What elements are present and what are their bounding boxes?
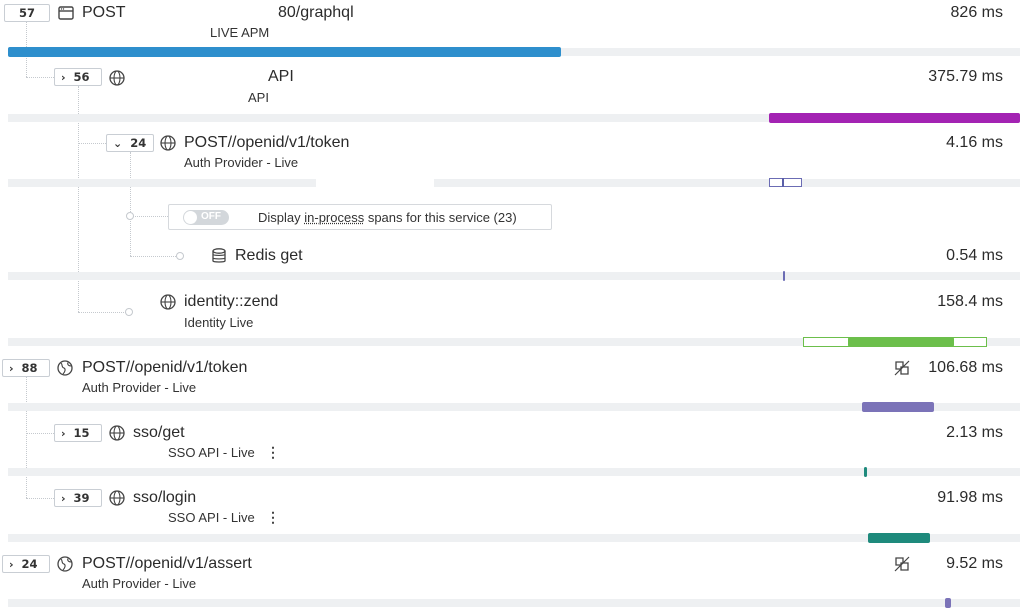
expand-span-button[interactable]: › 56: [54, 68, 102, 86]
remote-link-icon[interactable]: [893, 555, 911, 573]
span-name[interactable]: API: [268, 68, 294, 85]
globe-icon: [109, 490, 125, 506]
tree-line: [26, 433, 54, 434]
in-process-toggle[interactable]: OFF: [183, 210, 229, 225]
tree-line: [26, 498, 54, 499]
in-process-label: Display in-process spans for this servic…: [258, 210, 517, 225]
span-service: SSO API - Live: [168, 510, 255, 525]
span-duration: 158.4 ms: [937, 293, 1003, 310]
span-timeline-track: [8, 468, 1020, 476]
span-duration-bar[interactable]: [864, 467, 867, 477]
span-count: 24: [130, 136, 147, 150]
span-timeline-track: [8, 114, 1020, 122]
span-service: SSO API - Live: [168, 445, 255, 460]
span-name[interactable]: sso/get: [133, 424, 185, 441]
tree-line: [78, 312, 128, 313]
span-duration-bar[interactable]: [769, 113, 1020, 123]
span-self-time-marker: [782, 178, 784, 187]
globe-icon: [160, 294, 176, 310]
in-process-toggle-panel: OFF Display in-process spans for this se…: [168, 204, 552, 230]
span-service: Auth Provider - Live: [184, 155, 299, 170]
span-count: 39: [73, 491, 90, 505]
span-count: 88: [21, 361, 38, 375]
tree-line: [26, 77, 54, 78]
span-duration: 9.52 ms: [946, 555, 1003, 572]
span-name-method[interactable]: POST: [82, 4, 126, 21]
span-duration-bar[interactable]: [769, 178, 802, 187]
span-name-path[interactable]: 80/graphql: [278, 4, 354, 21]
span-duration-bar[interactable]: [862, 402, 934, 412]
span-count: 15: [73, 426, 90, 440]
chevron-down-icon: ⌄: [113, 136, 123, 150]
span-service: API: [248, 90, 269, 105]
span-timeline-track: [8, 179, 1020, 187]
tree-line: [78, 143, 106, 144]
chevron-right-icon: ›: [9, 361, 14, 375]
expand-span-button[interactable]: › 15: [54, 424, 102, 442]
span-service: LIVE APM: [210, 25, 270, 40]
span-timeline-track: [8, 403, 1020, 411]
chevron-right-icon: ›: [61, 70, 66, 84]
globe-icon: [109, 70, 125, 86]
span-count: 56: [73, 70, 90, 84]
span-duration: 2.13 ms: [946, 424, 1003, 441]
span-timeline-track: [8, 272, 1020, 280]
span-service: Auth Provider - Live: [82, 576, 197, 591]
expand-span-button[interactable]: › 88: [2, 359, 50, 377]
span-timeline-track: [8, 534, 1020, 542]
globe-alt-icon: [57, 360, 73, 376]
span-duration-bar[interactable]: [783, 271, 785, 281]
more-options-icon[interactable]: ⋮: [266, 509, 280, 525]
span-duration-bar[interactable]: [945, 598, 951, 608]
span-self-time-bar: [848, 337, 954, 347]
toggle-state: OFF: [201, 211, 221, 222]
span-duration: 0.54 ms: [946, 247, 1003, 264]
track-gap: [316, 179, 434, 187]
span-service: Identity Live: [184, 315, 254, 330]
span-name[interactable]: POST//openid/v1/token: [82, 359, 248, 376]
span-duration-bar[interactable]: [8, 47, 561, 57]
remote-link-icon[interactable]: [893, 359, 911, 377]
chevron-right-icon: ›: [61, 426, 66, 440]
window-icon: [58, 6, 74, 20]
span-duration: 375.79 ms: [928, 68, 1003, 85]
collapse-span-button[interactable]: ⌄ 24: [106, 134, 154, 152]
span-duration: 826 ms: [950, 4, 1003, 21]
tree-line: [130, 152, 131, 256]
tree-line: [130, 256, 178, 257]
span-duration: 4.16 ms: [946, 134, 1003, 151]
more-options-icon[interactable]: ⋮: [266, 444, 280, 460]
tree-node: [126, 212, 134, 220]
span-name[interactable]: POST//openid/v1/token: [184, 134, 350, 151]
span-duration-bar[interactable]: [868, 533, 930, 543]
span-timeline-track: [8, 599, 1020, 607]
span-name[interactable]: identity::zend: [184, 293, 279, 310]
expand-span-button[interactable]: › 39: [54, 489, 102, 507]
in-process-link[interactable]: in-process: [304, 210, 365, 225]
database-icon: [212, 248, 226, 263]
tree-line: [78, 86, 79, 312]
tree-line: [130, 216, 168, 217]
tree-line: [26, 376, 27, 498]
globe-icon: [109, 425, 125, 441]
span-name[interactable]: Redis get: [235, 247, 303, 264]
span-timeline-track: [8, 338, 1020, 346]
span-service: Auth Provider - Live: [82, 380, 197, 395]
span-name[interactable]: sso/login: [133, 489, 197, 506]
globe-icon: [160, 135, 176, 151]
toggle-knob: [184, 211, 197, 224]
span-duration: 91.98 ms: [937, 489, 1003, 506]
expand-span-button[interactable]: › 24: [2, 555, 50, 573]
span-count: 57: [18, 6, 35, 20]
globe-alt-icon: [57, 556, 73, 572]
tree-node: [125, 308, 133, 316]
chevron-right-icon: ›: [61, 491, 66, 505]
span-duration: 106.68 ms: [928, 359, 1003, 376]
span-count-badge[interactable]: 57: [4, 4, 50, 22]
span-name[interactable]: POST//openid/v1/assert: [82, 555, 252, 572]
tree-node: [176, 252, 184, 260]
chevron-right-icon: ›: [9, 557, 14, 571]
span-count: 24: [21, 557, 38, 571]
